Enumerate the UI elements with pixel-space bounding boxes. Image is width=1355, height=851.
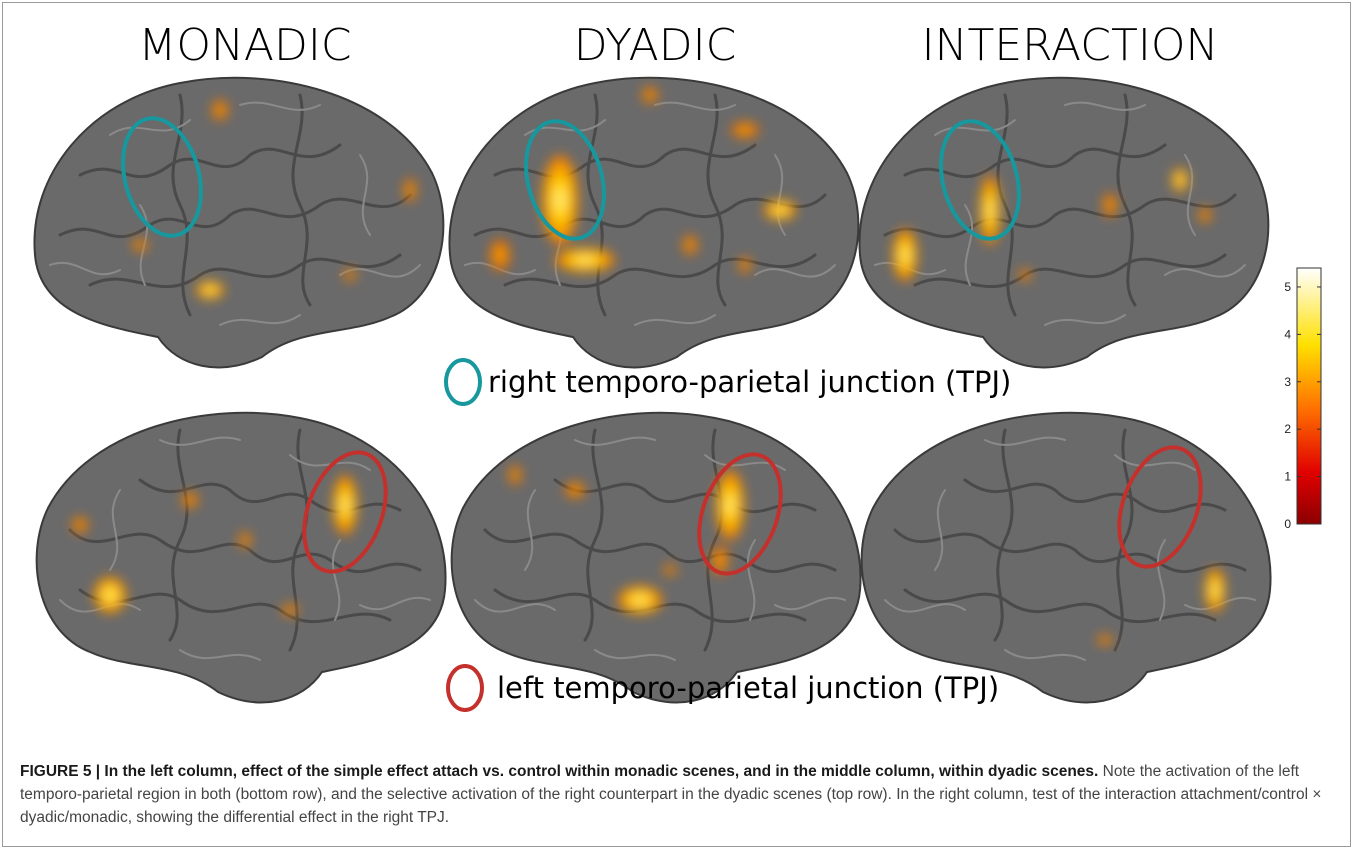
caption-text: Note the activation of the left temporo-… <box>20 763 1322 826</box>
column-title: DYADIC <box>574 20 737 71</box>
colorbar-tick-label: 3 <box>1284 375 1291 389</box>
brain-right-interaction <box>857 76 1270 369</box>
brain-left-dyadic <box>450 411 863 704</box>
column-title: INTERACTION <box>922 20 1219 71</box>
colorbar-tick-label: 0 <box>1284 517 1291 531</box>
legend-label: right temporo-parietal junction (TPJ) <box>488 365 1011 399</box>
colorbar-tick-label: 4 <box>1284 327 1291 341</box>
legend-marker <box>446 664 484 712</box>
caption-title: FIGURE 5 | In the left column, effect of… <box>20 763 1099 780</box>
ltpj-marker <box>697 452 783 576</box>
column-title: MONADIC <box>138 20 351 71</box>
rtpj-marker <box>121 116 203 238</box>
rtpj-marker <box>939 119 1021 241</box>
legend-marker <box>444 358 482 406</box>
ltpj-marker <box>1117 445 1203 569</box>
colorbar-tick-label: 2 <box>1284 422 1291 436</box>
ltpj-marker <box>302 450 388 574</box>
legend-label: left temporo-parietal junction (TPJ) <box>497 671 999 705</box>
rtpj-marker <box>524 119 606 241</box>
brain-right-monadic <box>32 76 445 369</box>
colorbar <box>1296 267 1322 525</box>
brain-right-dyadic <box>447 76 860 369</box>
colorbar-tick-label: 5 <box>1284 280 1291 294</box>
brain-left-interaction <box>860 411 1273 704</box>
colorbar-tick-label: 1 <box>1284 470 1291 484</box>
caption: FIGURE 5 | In the left column, effect of… <box>20 760 1340 829</box>
brain-left-monadic <box>35 411 448 704</box>
